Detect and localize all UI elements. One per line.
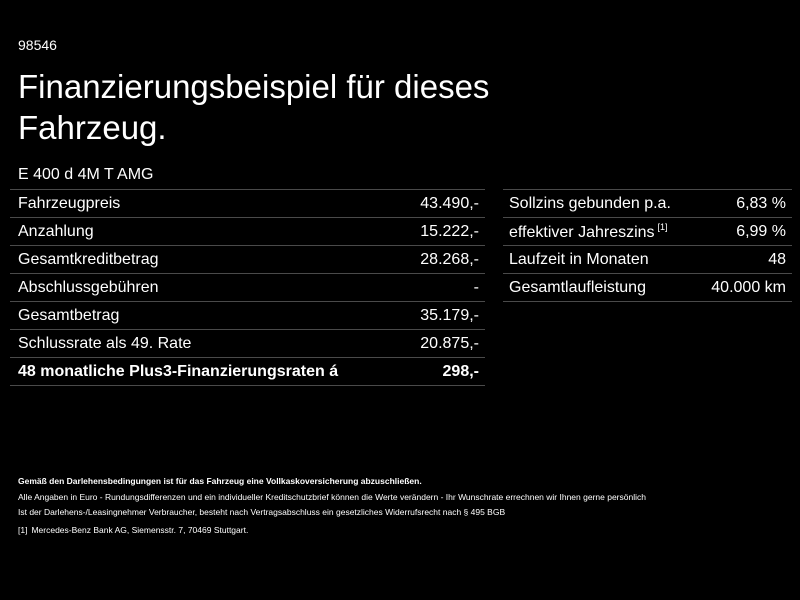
row-label-text: effektiver Jahreszins	[509, 223, 655, 241]
table-row: Anzahlung 15.222,-	[10, 218, 485, 246]
row-label: Fahrzeugpreis	[18, 194, 121, 212]
table-row: Gesamtbetrag 35.179,-	[10, 302, 485, 330]
row-value: 35.179,-	[420, 306, 479, 324]
table-row: Gesamtkreditbetrag 28.268,-	[10, 246, 485, 274]
row-value: 15.222,-	[420, 222, 479, 240]
row-label: Gesamtbetrag	[18, 306, 120, 324]
row-label: Laufzeit in Monaten	[509, 250, 649, 268]
footnote: [1] Mercedes-Benz Bank AG, Siemensstr. 7,…	[18, 523, 248, 538]
row-label: 48 monatliche Plus3-Finanzierungsraten á	[18, 362, 339, 380]
row-label: effektiver Jahreszins [1]	[509, 222, 668, 242]
row-label: Gesamtlaufleistung	[509, 278, 646, 296]
financing-table: Fahrzeugpreis 43.490,- Anzahlung 15.222,…	[10, 189, 485, 386]
table-row: Abschlussgebühren -	[10, 274, 485, 302]
row-value: 28.268,-	[420, 250, 479, 268]
row-value: 48	[768, 250, 786, 268]
row-label: Anzahlung	[18, 222, 94, 240]
fineprint: Gemäß den Darlehensbedingungen ist für d…	[18, 474, 788, 520]
footnote-marker: [1]	[657, 221, 668, 232]
withdrawal-notice: Ist der Darlehens-/Leasingnehmer Verbrau…	[18, 507, 506, 517]
monthly-rate-row: 48 monatliche Plus3-Finanzierungsraten á…	[10, 358, 485, 386]
row-value: 40.000 km	[711, 278, 786, 296]
row-value: 6,83 %	[736, 194, 786, 212]
row-value: 20.875,-	[420, 334, 479, 352]
table-row: Sollzins gebunden p.a. 6,83 %	[503, 190, 792, 218]
table-row: Gesamtlaufleistung 40.000 km	[503, 274, 792, 302]
table-row: Fahrzeugpreis 43.490,-	[10, 190, 485, 218]
table-row: Schlussrate als 49. Rate 20.875,-	[10, 330, 485, 358]
footnote-marker: [1]	[18, 525, 28, 535]
row-value: 6,99 %	[736, 222, 786, 240]
row-label: Schlussrate als 49. Rate	[18, 334, 192, 352]
interest-table: Sollzins gebunden p.a. 6,83 % effektiver…	[503, 189, 792, 302]
vehicle-model: E 400 d 4M T AMG	[18, 166, 154, 183]
footnote-text: Mercedes-Benz Bank AG, Siemensstr. 7, 70…	[31, 525, 249, 535]
table-row: Laufzeit in Monaten 48	[503, 246, 792, 274]
offer-code: 98546	[18, 37, 57, 53]
row-label: Sollzins gebunden p.a.	[509, 194, 671, 212]
row-value: 298,-	[442, 362, 479, 380]
insurance-notice: Gemäß den Darlehensbedingungen ist für d…	[18, 476, 422, 486]
row-label: Gesamtkreditbetrag	[18, 250, 159, 268]
table-row: effektiver Jahreszins [1] 6,99 %	[503, 218, 792, 246]
row-value: -	[473, 278, 479, 296]
row-label: Abschlussgebühren	[18, 278, 159, 296]
page-title: Finanzierungsbeispiel für dieses Fahrzeu…	[18, 68, 490, 146]
row-value: 43.490,-	[420, 194, 479, 212]
disclaimer-line: Alle Angaben in Euro - Rundungsdifferenz…	[18, 492, 646, 502]
